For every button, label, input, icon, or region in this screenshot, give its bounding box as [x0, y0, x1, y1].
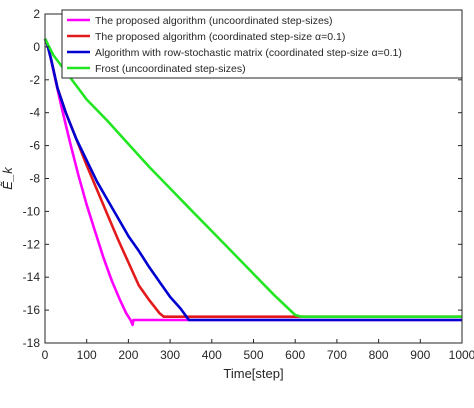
- y-tick-label: -16: [23, 303, 41, 317]
- legend: The proposed algorithm (uncoordinated st…: [61, 9, 463, 79]
- legend-box: [61, 9, 463, 79]
- legend-label: The proposed algorithm (coordinated step…: [95, 31, 345, 43]
- y-tick-label: -10: [23, 204, 41, 218]
- x-tick-label: 700: [327, 348, 347, 362]
- y-tick-label: 0: [33, 40, 40, 54]
- x-tick-label: 800: [369, 348, 389, 362]
- x-tick-label: 600: [285, 348, 305, 362]
- y-axis-label: Ẽ_k: [0, 166, 15, 190]
- x-tick-label: 300: [160, 348, 180, 362]
- x-axis-label: Time[step]: [223, 366, 283, 381]
- series-line-4: [43, 38, 462, 319]
- legend-label: The proposed algorithm (uncoordinated st…: [95, 15, 333, 27]
- y-tick-label: -4: [29, 106, 40, 120]
- x-tick-label: 200: [118, 348, 138, 362]
- y-tick-label: 2: [33, 7, 40, 21]
- x-tick-label: 0: [42, 348, 49, 362]
- y-tick-label: -18: [23, 336, 41, 350]
- y-tick-label: -2: [29, 73, 40, 87]
- series-line-3: [43, 38, 462, 322]
- y-tick-label: -14: [23, 270, 41, 284]
- series-layer: [43, 38, 462, 327]
- x-tick-label: 500: [243, 348, 263, 362]
- x-tick-label: 900: [410, 348, 430, 362]
- y-tick-label: -6: [29, 139, 40, 153]
- y-tick-label: -8: [29, 172, 40, 186]
- legend-label: Frost (uncoordinated step-sizes): [95, 63, 246, 75]
- ticks-layer: 0 100 200 300 400 500 600 700 800 900 1000 2 0 -2 -4 -6…: [23, 7, 474, 362]
- x-tick-label: 400: [202, 348, 222, 362]
- x-tick-label: 1000: [449, 348, 474, 362]
- x-tick-label: 100: [77, 348, 97, 362]
- legend-label: Algorithm with row-stochastic matrix (co…: [95, 47, 402, 59]
- y-tick-label: -12: [23, 237, 41, 251]
